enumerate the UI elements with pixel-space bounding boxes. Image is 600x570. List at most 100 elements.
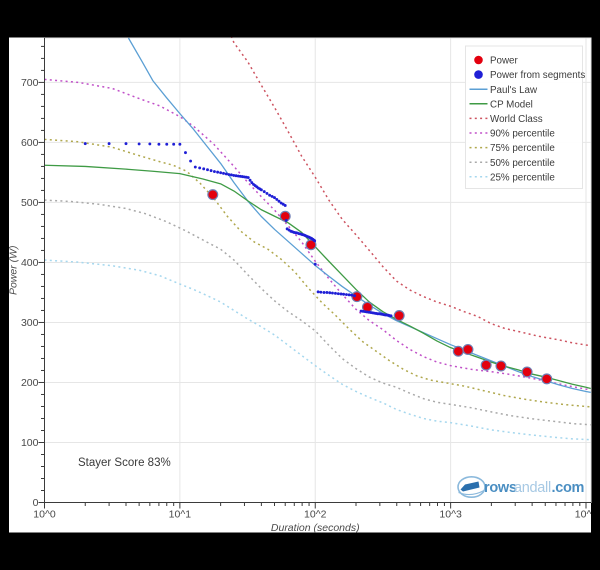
data-point <box>207 189 219 201</box>
data-point <box>157 142 161 146</box>
x-tick-label: 10^1 <box>169 509 192 521</box>
data-point <box>313 262 317 266</box>
data-point <box>262 190 266 194</box>
data-point <box>124 142 128 146</box>
data-point <box>148 142 152 146</box>
stayer-score-label: Stayer Score 83% <box>78 457 171 469</box>
data-point <box>462 343 474 355</box>
data-point <box>336 292 340 296</box>
legend-label: World Class <box>490 114 543 125</box>
data-point <box>202 167 206 171</box>
data-point <box>270 194 274 198</box>
y-tick-label: 100 <box>21 437 39 449</box>
data-point <box>452 345 464 357</box>
data-point <box>328 291 332 295</box>
data-point <box>331 291 334 295</box>
data-point <box>172 142 176 146</box>
x-tick-label: 10^2 <box>304 509 327 521</box>
data-point <box>495 360 507 372</box>
data-point <box>351 291 363 303</box>
x-tick-label: 10^4 <box>575 509 598 521</box>
data-point <box>283 203 287 207</box>
data-point <box>339 292 343 296</box>
legend-label: 75% percentile <box>490 143 555 154</box>
legend-item-world-class: World Class <box>469 114 543 125</box>
data-point <box>322 291 326 294</box>
data-point <box>224 172 228 176</box>
axes <box>38 38 591 509</box>
data-point <box>347 293 351 297</box>
data-point <box>107 142 111 146</box>
y-tick-label: 200 <box>21 377 39 389</box>
series-line-paul-s-law <box>127 37 591 394</box>
data-point <box>350 293 354 297</box>
data-point <box>209 169 213 173</box>
legend-item-25-percentile: 25% percentile <box>469 172 555 183</box>
legend-label: Power from segments <box>490 70 585 81</box>
series-line-75-percentile <box>44 138 591 408</box>
data-point <box>216 170 220 174</box>
legend-item-90-percentile: 90% percentile <box>469 129 555 140</box>
data-point <box>541 373 553 385</box>
data-point <box>389 314 393 318</box>
y-tick-label: 600 <box>21 137 39 149</box>
data-point <box>250 181 254 185</box>
x-tick-label: 10^0 <box>33 509 56 521</box>
data-point <box>342 292 346 296</box>
legend-label: 90% percentile <box>490 129 555 140</box>
legend: Power Power from segments Paul's Law CP Mod… <box>465 45 585 189</box>
tick-labels: 10^0 10^1 10^2 10^3 10^4 0 100 200 300 400 500 600 7… <box>21 77 598 521</box>
data-point <box>83 142 87 146</box>
data-point <box>222 171 225 175</box>
logo-ellipse-icon <box>457 475 486 498</box>
data-point <box>268 193 272 197</box>
data-point <box>273 196 276 200</box>
data-point <box>137 142 141 146</box>
data-point <box>325 291 329 294</box>
plot-area <box>44 37 591 441</box>
legend-label: Paul's Law <box>490 85 538 96</box>
legend-label: CP Model <box>490 99 533 110</box>
series-scatter-power-from-segments <box>83 142 393 318</box>
data-point <box>227 173 231 176</box>
data-point <box>198 166 202 170</box>
legend-item-50-percentile: 50% percentile <box>469 158 555 169</box>
data-point <box>521 366 533 378</box>
data-point <box>234 174 238 178</box>
data-point <box>345 293 348 297</box>
data-point <box>189 159 193 163</box>
data-point <box>178 142 182 146</box>
data-point <box>305 239 317 251</box>
data-point <box>259 188 263 192</box>
legend-item-cp-model: CP Model <box>469 99 533 110</box>
data-point <box>334 291 337 295</box>
data-point <box>165 142 169 146</box>
data-point <box>193 165 197 169</box>
data-point <box>284 218 288 222</box>
legend-item-75-percentile: 75% percentile <box>469 143 555 154</box>
y-tick-label: 500 <box>21 197 39 209</box>
legend-marker-circle <box>474 55 483 65</box>
data-point <box>275 197 279 201</box>
data-point <box>229 173 233 177</box>
data-point <box>248 178 252 182</box>
legend-label: Power <box>490 56 519 67</box>
logo-text-com: .com <box>552 480 585 496</box>
x-tick-label: 10^3 <box>439 509 462 521</box>
legend-box <box>465 45 583 189</box>
legend-label: 50% percentile <box>490 158 555 169</box>
legend-item-power-from-segments: Power from segments <box>474 70 585 81</box>
y-tick-label: 300 <box>21 317 39 329</box>
data-point <box>277 199 281 203</box>
data-point <box>219 171 223 175</box>
data-point <box>265 191 269 195</box>
data-point <box>184 151 187 155</box>
logo-boat-icon <box>460 481 480 492</box>
y-tick-label: 0 <box>33 497 39 509</box>
data-point <box>359 309 363 313</box>
series-line-50-percentile <box>44 199 591 426</box>
y-tick-label: 700 <box>21 77 39 89</box>
data-point <box>246 176 250 179</box>
